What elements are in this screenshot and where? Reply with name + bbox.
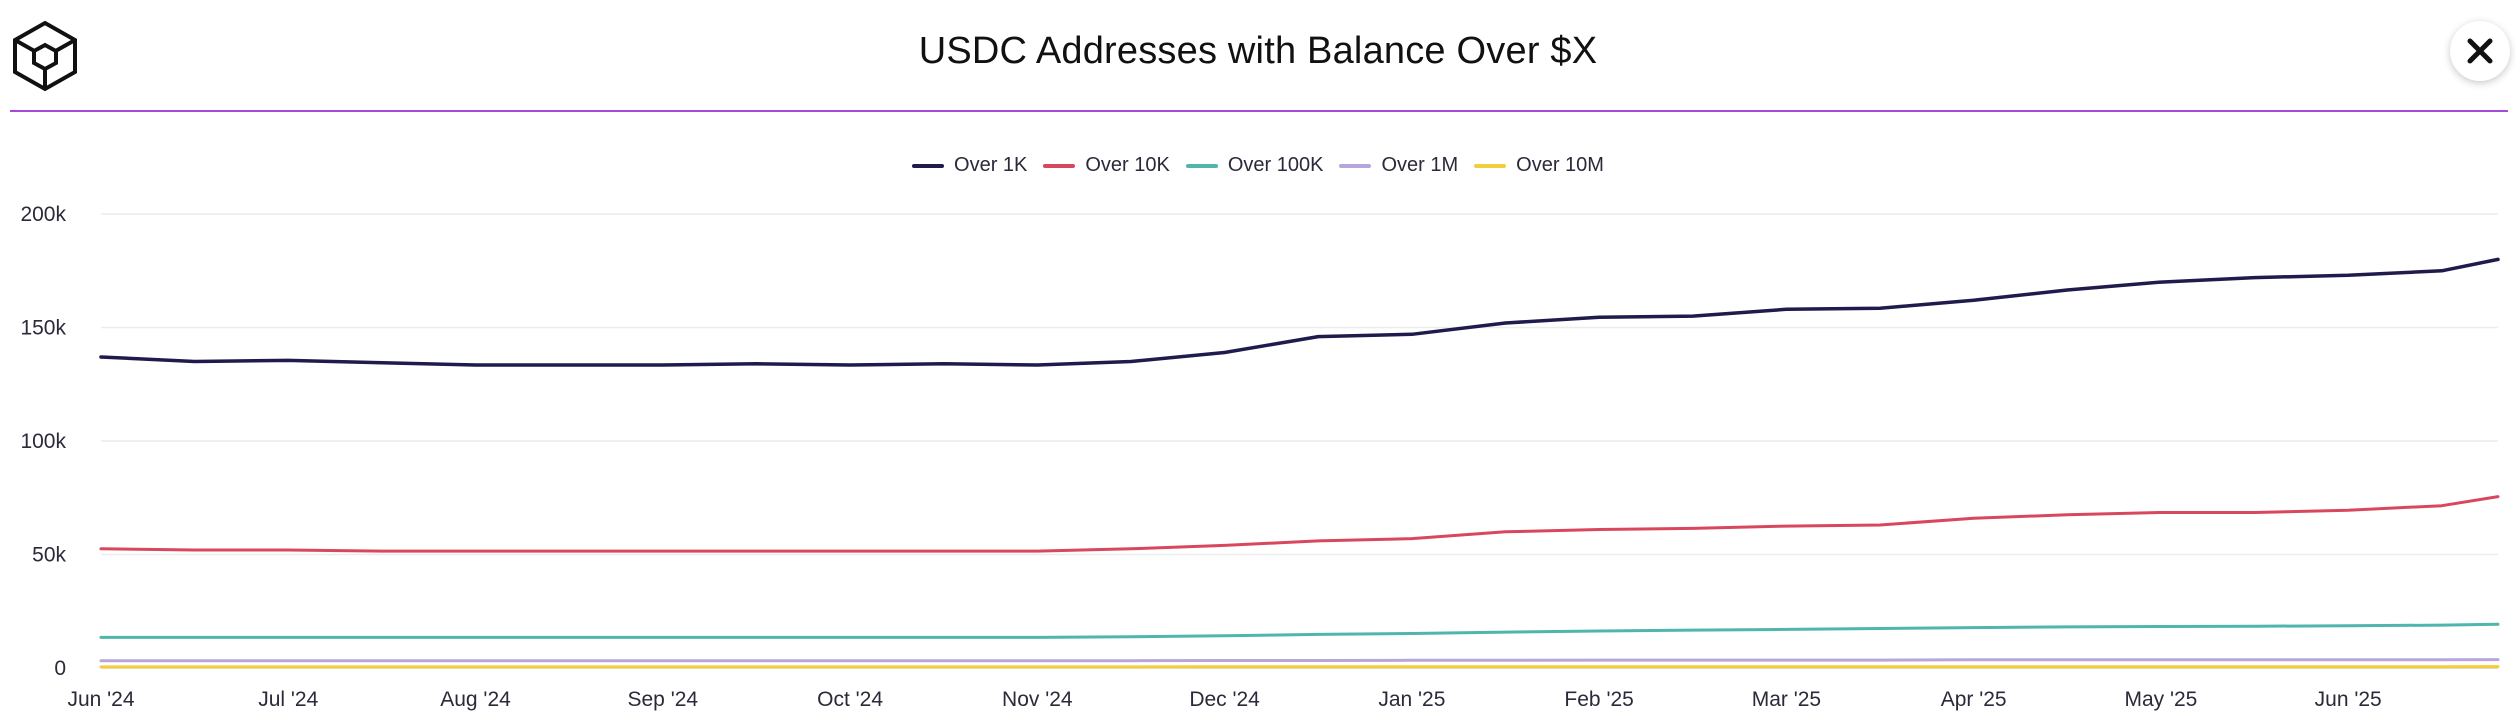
logo-icon	[13, 20, 77, 92]
x-tick-label: May '25	[2124, 688, 2197, 711]
x-tick-label: Aug '24	[440, 688, 511, 711]
legend-swatch-over-10k	[1043, 163, 1076, 168]
header: USDC Addresses with Balance Over $X	[0, 0, 2516, 112]
y-tick-label: 200k	[20, 203, 66, 226]
x-tick-label: Oct '24	[817, 688, 883, 711]
y-tick-label: 0	[54, 657, 66, 680]
legend-item-over-10m[interactable]: Over 10M	[1474, 154, 1604, 177]
series-line-over-1k	[99, 257, 2500, 367]
x-tick-label: Feb '25	[1564, 688, 1633, 711]
legend-item-over-10k[interactable]: Over 10K	[1043, 154, 1170, 177]
legend-item-over-1k[interactable]: Over 1K	[912, 154, 1027, 177]
legend-label-over-10k: Over 10K	[1085, 154, 1170, 176]
close-icon	[2467, 38, 2493, 64]
x-tick-label: Jun '25	[2315, 688, 2382, 711]
close-button[interactable]	[2450, 21, 2510, 81]
legend-swatch-over-1k	[912, 163, 945, 168]
page-title: USDC Addresses with Balance Over $X	[918, 30, 1598, 72]
x-tick-label: Jul '24	[258, 688, 318, 711]
y-tick-label: 50k	[32, 544, 66, 567]
header-divider	[10, 110, 2508, 112]
legend-item-over-1m[interactable]: Over 1M	[1339, 154, 1458, 177]
legend-label-over-1k: Over 1K	[954, 154, 1028, 176]
x-tick-label: Dec '24	[1189, 688, 1260, 711]
x-tick-label: Sep '24	[628, 688, 699, 711]
legend-swatch-over-10m	[1474, 163, 1507, 168]
x-tick-label: Mar '25	[1752, 688, 1821, 711]
x-tick-label: Nov '24	[1002, 688, 1073, 711]
series-line-over-1m	[99, 658, 2500, 663]
legend-item-over-100k[interactable]: Over 100K	[1185, 154, 1324, 177]
legend-swatch-over-1m	[1339, 163, 1372, 168]
x-tick-label: Jan '25	[1378, 688, 1445, 711]
y-tick-label: 100k	[20, 430, 66, 453]
legend-label-over-100k: Over 100K	[1227, 154, 1324, 176]
y-tick-label: 150k	[20, 317, 66, 340]
chart-legend: Over 1K Over 10K Over 100K Over 1M Over …	[0, 154, 2516, 177]
legend-label-over-1m: Over 1M	[1381, 154, 1459, 176]
x-tick-label: Jun '24	[67, 688, 134, 711]
legend-swatch-over-100k	[1185, 163, 1218, 168]
series-line-over-10k	[99, 495, 2500, 553]
legend-label-over-10m: Over 10M	[1516, 154, 1604, 176]
series-line-over-100k	[99, 622, 2500, 639]
x-tick-label: Apr '25	[1941, 688, 2007, 711]
